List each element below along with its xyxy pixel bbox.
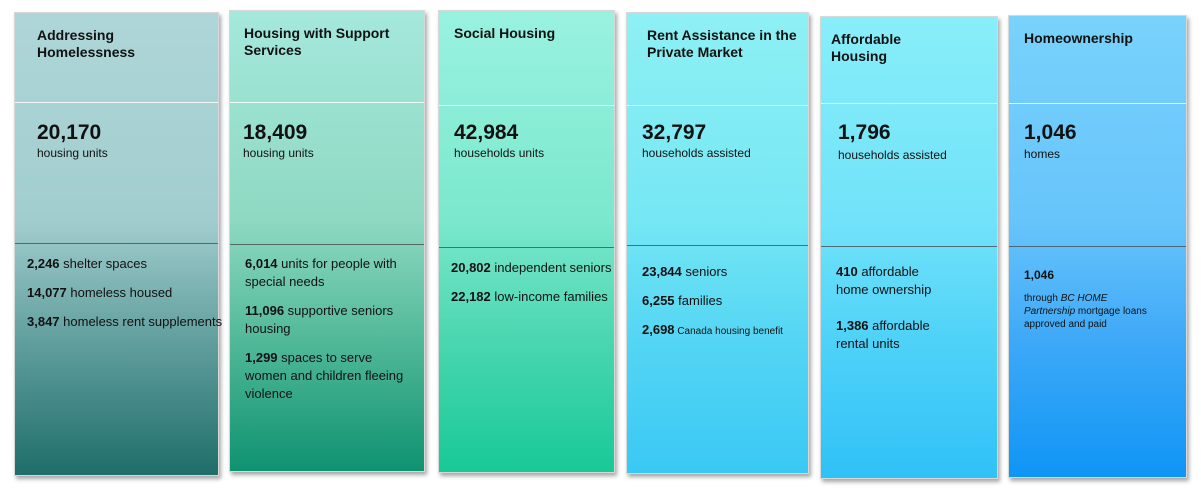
- column-social-housing: Social Housing 42,984 households units 2…: [438, 10, 615, 473]
- item-text: shelter spaces: [59, 256, 147, 271]
- divider: [627, 105, 808, 106]
- item-number: 14,077: [27, 285, 67, 300]
- unit-label: households assisted: [642, 146, 751, 160]
- big-number: 18,409: [243, 121, 308, 144]
- item-number: 1,299: [245, 350, 278, 365]
- divider: [439, 105, 614, 106]
- unit-label: homes: [1024, 147, 1061, 161]
- column-housing-with-support: Housing with Support Services 18,409 hou…: [229, 10, 425, 472]
- item-number: 20,802: [451, 260, 491, 275]
- column-rent-assistance: Rent Assistance in the Private Market 32…: [626, 12, 809, 474]
- details-list: 1,046 through BC HOME Partnership mortga…: [1024, 266, 1161, 331]
- big-number: 1,046: [1024, 121, 1077, 144]
- list-item: 20,802 independent seniors: [451, 259, 612, 277]
- list-item: 14,077 homeless housed: [27, 284, 214, 302]
- item-text: low-income families: [490, 289, 608, 304]
- list-item: 1,299 spaces to serve women and children…: [245, 349, 410, 403]
- details-list: 2,246 shelter spaces 14,077 homeless hou…: [27, 255, 222, 342]
- item-number: 2,698: [642, 322, 675, 337]
- list-item: 410 affordable home ownership: [836, 263, 937, 299]
- item-text: supportive seniors housing: [245, 303, 394, 336]
- list-item: 6,255 families: [642, 292, 804, 310]
- detail-suffix: mortgage loans approved and paid: [1024, 306, 1147, 330]
- column-affordable-housing: Affordable Housing 1,796 households assi…: [820, 16, 998, 479]
- item-text: units for people with special needs: [245, 256, 397, 289]
- divider: [439, 247, 614, 248]
- item-number: 3,847: [27, 314, 60, 329]
- column-homeownership: Homeownership 1,046 homes 1,046 through …: [1008, 15, 1187, 478]
- column-title: Social Housing: [454, 25, 556, 41]
- column-title: Homeownership: [1024, 30, 1133, 46]
- list-item: 23,844 seniors: [642, 263, 804, 281]
- list-item: 22,182 low-income families: [451, 288, 610, 306]
- item-text: Canada housing benefit: [674, 326, 783, 337]
- big-number: 1,796: [838, 121, 891, 144]
- unit-label: households assisted: [838, 148, 947, 162]
- detail-italic: BC HOME Partnership: [1024, 293, 1108, 317]
- item-number: 2,246: [27, 256, 60, 271]
- divider: [821, 103, 997, 104]
- big-number: 32,797: [642, 121, 707, 144]
- item-text: independent seniors: [490, 260, 612, 275]
- divider: [15, 102, 218, 103]
- item-text: families: [674, 293, 723, 308]
- item-number: 1,386: [836, 318, 869, 333]
- big-number: 20,170: [37, 121, 102, 144]
- item-number: 22,182: [451, 289, 491, 304]
- divider: [821, 246, 997, 247]
- list-item: 1,386 affordable rental units: [836, 317, 937, 353]
- item-text: spaces to serve women and children fleei…: [245, 350, 404, 401]
- item-number: 410: [836, 264, 858, 279]
- details-list: 23,844 seniors 6,255 families 2,698 Cana…: [642, 263, 804, 350]
- item-text: seniors: [681, 264, 728, 279]
- column-title: Addressing Homelessness: [37, 27, 136, 60]
- item-text: homeless housed: [66, 285, 173, 300]
- item-number: 23,844: [642, 264, 682, 279]
- column-addressing-homelessness: Addressing Homelessness 20,170 housing u…: [14, 12, 222, 476]
- list-item: 6,014 units for people with special need…: [245, 255, 410, 291]
- unit-label: households units: [454, 146, 545, 160]
- item-text: affordable home ownership: [836, 264, 932, 297]
- divider: [627, 245, 808, 246]
- list-item: 11,096 supportive seniors housing: [245, 302, 410, 338]
- detail-prefix: through: [1024, 293, 1061, 304]
- column-title: Housing with Support Services: [244, 25, 390, 58]
- divider: [230, 244, 424, 245]
- big-number: 42,984: [454, 121, 519, 144]
- details-list: 20,802 independent seniors 22,182 low-in…: [451, 259, 612, 317]
- item-number: 11,096: [245, 303, 285, 318]
- item-text: affordable rental units: [836, 318, 930, 351]
- detail-text: through BC HOME Partnership mortgage loa…: [1024, 292, 1161, 331]
- column-title: Rent Assistance in the Private Market: [647, 27, 797, 60]
- detail-number: 1,046: [1024, 268, 1055, 282]
- details-list: 410 affordable home ownership 1,386 affo…: [836, 263, 937, 364]
- divider: [1009, 246, 1186, 247]
- divider: [15, 243, 218, 244]
- list-item: 2,246 shelter spaces: [27, 255, 214, 273]
- unit-label: housing units: [37, 146, 108, 160]
- divider: [230, 102, 424, 103]
- item-text: homeless rent supplements: [59, 314, 223, 329]
- unit-label: housing units: [243, 146, 314, 160]
- item-number: 6,255: [642, 293, 675, 308]
- list-item: 2,698 Canada housing benefit: [642, 321, 804, 339]
- details-list: 6,014 units for people with special need…: [245, 255, 410, 414]
- divider: [1009, 103, 1186, 104]
- column-title: Affordable Housing: [831, 31, 901, 64]
- list-item: 3,847 homeless rent supplements: [27, 313, 222, 331]
- item-number: 6,014: [245, 256, 278, 271]
